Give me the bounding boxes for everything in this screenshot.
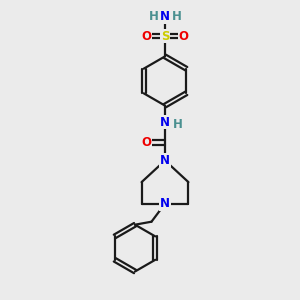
Text: O: O — [178, 29, 189, 43]
Text: H: H — [149, 10, 158, 23]
Text: N: N — [160, 10, 170, 23]
Text: O: O — [141, 29, 152, 43]
Text: N: N — [160, 116, 170, 129]
Text: H: H — [172, 10, 181, 23]
Text: H: H — [173, 118, 182, 131]
Text: N: N — [160, 197, 170, 210]
Text: S: S — [161, 29, 169, 43]
Text: N: N — [160, 154, 170, 167]
Text: O: O — [141, 136, 152, 149]
